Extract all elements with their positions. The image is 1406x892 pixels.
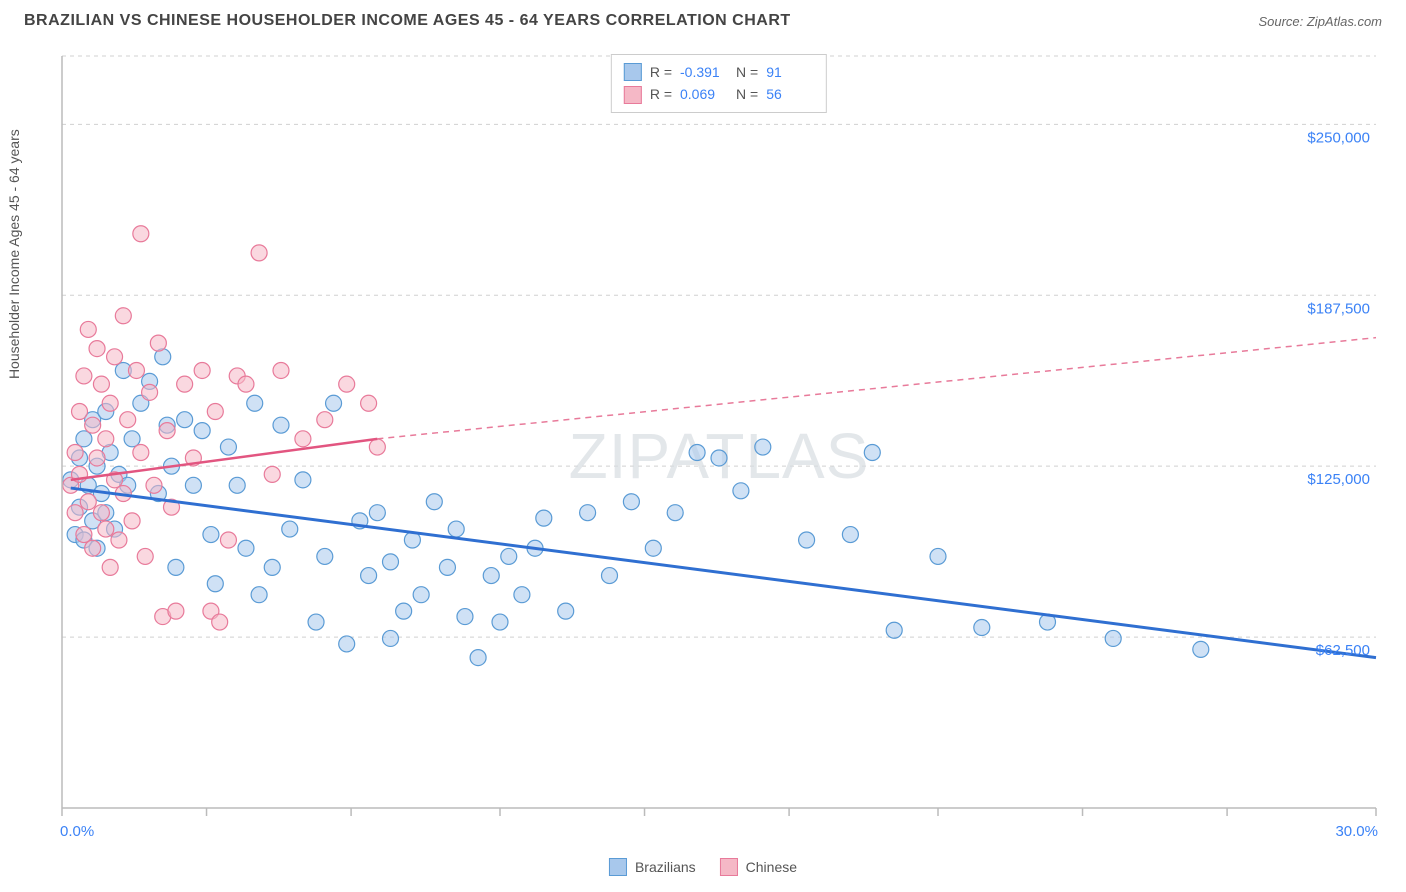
legend-item-chinese: Chinese [720,858,797,876]
svg-text:$187,500: $187,500 [1307,300,1370,317]
r-value: 0.069 [680,83,728,105]
r-label: R = [650,61,672,83]
swatch-icon [624,63,642,81]
series-legend: Brazilians Chinese [609,858,797,876]
r-value: -0.391 [680,61,728,83]
n-label: N = [736,83,758,105]
svg-text:$125,000: $125,000 [1307,471,1370,488]
swatch-icon [624,86,642,104]
svg-text:0.0%: 0.0% [60,823,94,840]
legend-row-brazilians: R = -0.391 N = 91 [624,61,814,83]
n-value: 56 [766,83,814,105]
legend-label: Chinese [746,859,797,875]
correlation-legend: R = -0.391 N = 91 R = 0.069 N = 56 [611,54,827,113]
chart-area: Householder Income Ages 45 - 64 years ZI… [54,48,1384,844]
legend-item-brazilians: Brazilians [609,858,696,876]
n-value: 91 [766,61,814,83]
swatch-icon [609,858,627,876]
chart-title: BRAZILIAN VS CHINESE HOUSEHOLDER INCOME … [24,12,791,30]
n-label: N = [736,61,758,83]
r-label: R = [650,83,672,105]
svg-text:$62,500: $62,500 [1316,642,1370,659]
legend-label: Brazilians [635,859,696,875]
y-axis-label: Householder Income Ages 45 - 64 years [6,129,22,379]
source-attribution: Source: ZipAtlas.com [1258,14,1382,29]
scatter-plot: ZIPATLAS $62,500$125,000$187,500$250,000… [54,48,1384,844]
svg-text:30.0%: 30.0% [1335,823,1378,840]
legend-row-chinese: R = 0.069 N = 56 [624,83,814,105]
swatch-icon [720,858,738,876]
svg-text:$250,000: $250,000 [1307,129,1370,146]
